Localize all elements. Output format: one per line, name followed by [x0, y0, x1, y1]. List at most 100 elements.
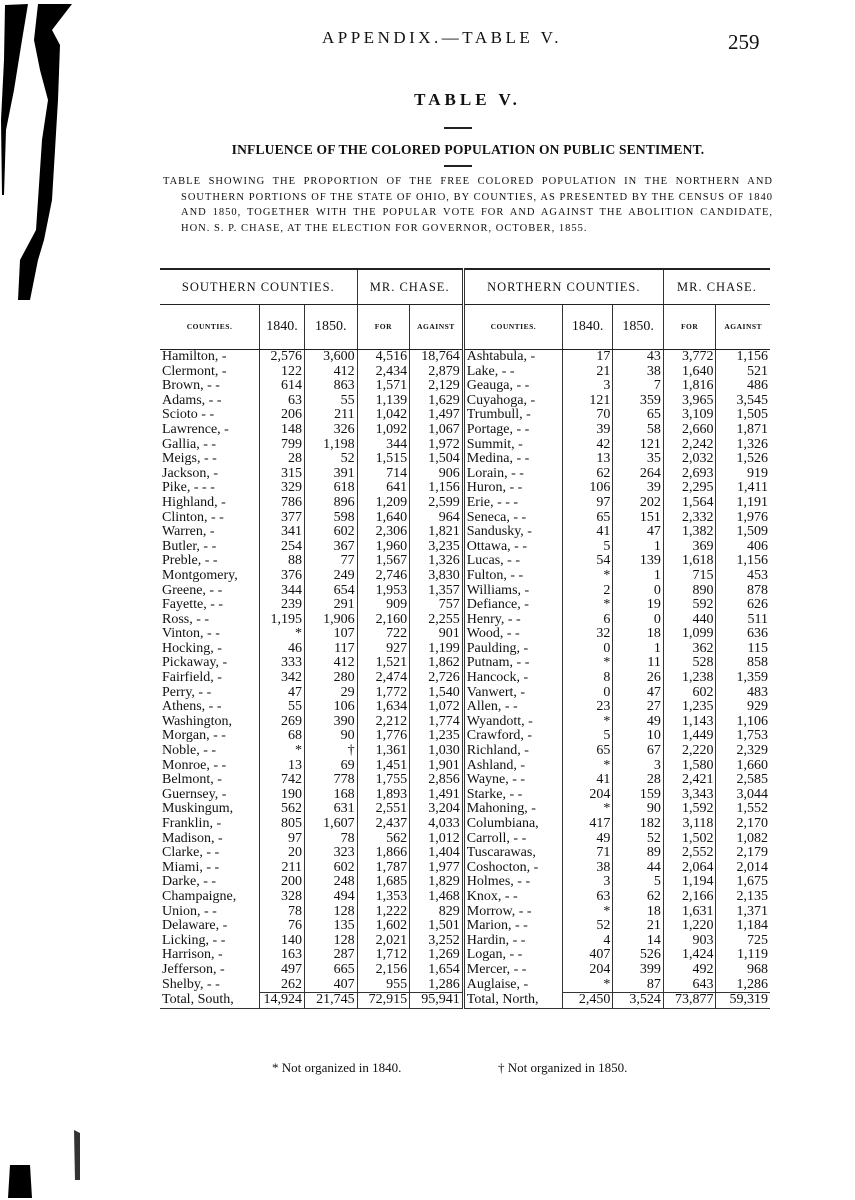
south-pop-1840: 211	[259, 860, 305, 876]
north-votes-against: 1,660	[715, 758, 770, 774]
south-votes-against: 3,252	[409, 933, 464, 949]
north-votes-for: 1,640	[662, 364, 716, 380]
south-votes-against: 1,821	[409, 525, 464, 540]
north-votes-for: 1,194	[662, 875, 716, 890]
north-county-name: Lucas, - -	[461, 554, 563, 569]
group-header-southern: SOUTHERN COUNTIES.	[160, 268, 358, 305]
north-votes-against: 2,329	[715, 743, 770, 759]
south-county-name: Pike, - - -	[162, 480, 215, 496]
south-pop-1840: 742	[259, 773, 305, 788]
south-pop-1840: 122	[259, 364, 305, 380]
south-votes-against: 3,830	[409, 568, 464, 584]
north-pop-1840: 65	[561, 510, 613, 526]
south-county-name: Jackson, -	[162, 465, 218, 481]
table-row: Morgan, - -68 90 1,776 1,235 Crawford, -5 10 1…	[160, 729, 770, 745]
north-votes-against: 59,319	[715, 992, 770, 1009]
south-pop-1840: 200	[259, 875, 305, 890]
south-county-name: Montgomery,	[162, 567, 238, 583]
col-header-counties: COUNTIES.	[461, 304, 563, 350]
north-pop-1840: 3	[561, 379, 613, 394]
north-pop-1850: 67	[612, 743, 664, 759]
south-pop-1840: 68	[259, 729, 305, 745]
south-votes-against: 1,286	[409, 977, 464, 993]
table-row: Fayette, - - 239 291 909 757 Defiance, - * 19 59…	[160, 597, 770, 613]
south-pop-1840: 799	[259, 437, 305, 453]
north-county-name: Coshocton, -	[461, 860, 563, 876]
north-votes-against: 1,191	[715, 495, 770, 511]
south-pop-1850: 69	[304, 758, 358, 774]
north-pop-1850: 3	[612, 758, 664, 774]
north-pop-1850: 139	[612, 554, 664, 569]
south-pop-1850: 778	[304, 773, 358, 788]
north-county-name: Huron, - -	[461, 481, 563, 496]
north-county-name: Morrow, - -	[461, 904, 563, 920]
table-row: Jefferson, - 497 665 2,156 1,654 Mercer, - -2…	[160, 962, 770, 978]
footnote-1850: † Not organized in 1850.	[498, 1060, 628, 1075]
south-votes-for: 1,960	[356, 539, 410, 555]
north-pop-1840: *	[561, 977, 613, 993]
south-county-name: Highland, -	[162, 494, 226, 510]
north-votes-for: 2,295	[662, 481, 716, 496]
north-votes-for: 1,099	[662, 627, 716, 642]
south-votes-against: 906	[409, 466, 464, 482]
south-votes-for: 1,776	[356, 729, 410, 745]
north-pop-1850: 19	[612, 597, 664, 613]
north-county-name: Geauga, - -	[461, 379, 563, 394]
north-votes-for: 1,618	[662, 554, 716, 569]
north-county-name: Marion, - -	[461, 919, 563, 934]
col-header-against: AGAINST	[409, 304, 464, 350]
south-votes-for: 1,602	[356, 919, 410, 934]
south-county-name: Warren, -	[162, 524, 215, 540]
south-county-name: Clarke, - -	[162, 845, 220, 861]
north-pop-1840: *	[561, 597, 613, 613]
south-county-name: Licking, - -	[162, 932, 226, 948]
north-votes-against: 406	[715, 539, 770, 555]
south-pop-1850: 211	[304, 408, 358, 423]
north-pop-1840: 5	[561, 729, 613, 745]
south-county-name: Athens, - -	[162, 699, 222, 715]
north-county-name: Mercer, - -	[461, 962, 563, 978]
north-pop-1840: 17	[561, 349, 613, 365]
table-row: Hamilton, - 2,576 3,600 4,516 18,764 Ashtabul…	[160, 349, 770, 365]
north-pop-1840: *	[561, 802, 613, 817]
south-county-name: Preble, - -	[162, 553, 218, 569]
north-votes-for: 369	[662, 539, 716, 555]
north-votes-against: 968	[715, 962, 770, 978]
north-votes-against: 858	[715, 656, 770, 672]
south-pop-1850: 1,607	[304, 816, 358, 832]
south-votes-for: 1,571	[356, 379, 410, 394]
table-row: Guernsey, - 190 168 1,893 1,491 Starke, - -20…	[160, 787, 770, 803]
south-pop-1850: 412	[304, 364, 358, 380]
south-votes-against: 1,156	[409, 481, 464, 496]
south-pop-1840: 206	[259, 408, 305, 423]
south-votes-against: 2,599	[409, 495, 464, 511]
north-votes-against: 511	[715, 612, 770, 628]
north-county-name: Ashland, -	[461, 758, 563, 774]
south-pop-1850: 280	[304, 670, 358, 686]
south-pop-1840: 88	[259, 554, 305, 569]
south-votes-for: 2,551	[356, 802, 410, 817]
south-pop-1840: 342	[259, 670, 305, 686]
north-votes-against: 486	[715, 379, 770, 394]
south-votes-against: 964	[409, 510, 464, 526]
scan-artifact-streaks	[1, 4, 80, 1198]
south-pop-1850: †	[304, 743, 358, 759]
north-votes-against: 3,044	[715, 787, 770, 803]
north-pop-1840: 6	[561, 612, 613, 628]
north-votes-for: 2,166	[662, 889, 716, 905]
table-row: Muskingum, 562 631 2,551 3,204 Mahoning, - * 90…	[160, 802, 770, 817]
south-pop-1850: 407	[304, 977, 358, 993]
south-votes-against: 95,941	[409, 992, 464, 1009]
south-votes-against: 1,829	[409, 875, 464, 890]
south-votes-for: 955	[356, 977, 410, 993]
table-row: Miami, - - 211 602 1,787 1,977 Coshocton, -38…	[160, 860, 770, 876]
north-votes-against: 2,135	[715, 889, 770, 905]
south-pop-1840: 786	[259, 495, 305, 511]
north-county-name: Ottawa, - -	[461, 539, 563, 555]
south-pop-1850: 3,600	[304, 349, 358, 365]
south-pop-1850: 1,906	[304, 612, 358, 628]
table-row: Vinton, - - * 107 722 901 Wood, - -32 18 1,099 6…	[160, 627, 770, 642]
table-row: Lawrence, - 148 326 1,092 1,067 Portage, - -3…	[160, 422, 770, 438]
south-pop-1850: 602	[304, 525, 358, 540]
